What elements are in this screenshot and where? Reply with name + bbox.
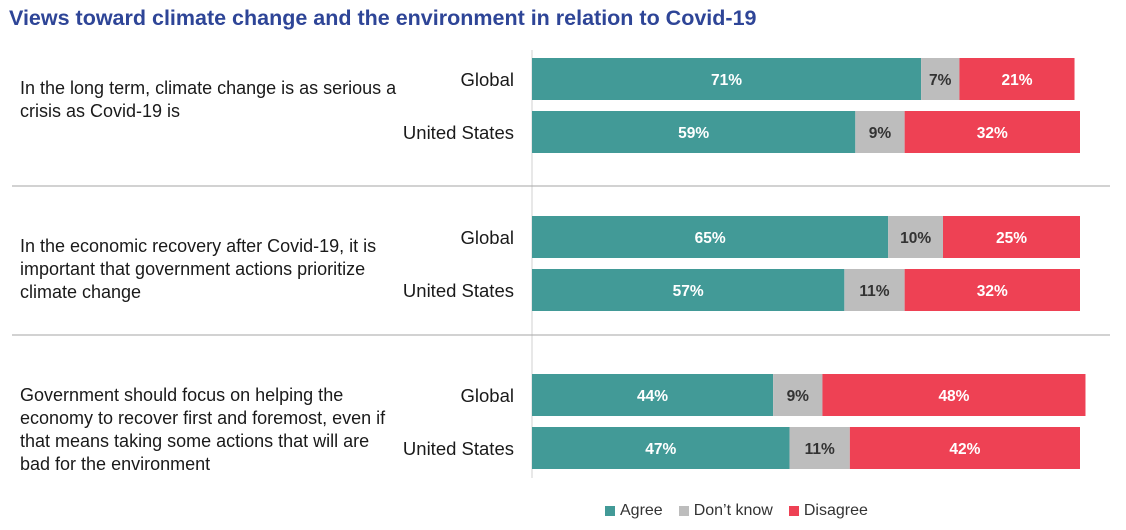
bar-segment-agree — [532, 216, 889, 258]
legend-label-agree: Agree — [620, 502, 663, 519]
bar-segment-dont-know — [773, 374, 823, 416]
stacked-bar-chart: Global 71% 7% 21% United States 59% 9% 32% Globa… — [12, 50, 1110, 478]
legend-item-agree: Agree — [605, 502, 663, 520]
question-2-text: In the economic recovery after Covid-19,… — [20, 236, 377, 302]
data-label-agree: 65% — [695, 230, 726, 247]
data-label-agree: 47% — [645, 441, 676, 458]
data-label-disagree: 42% — [949, 441, 980, 458]
data-label-agree: 44% — [637, 388, 668, 405]
bar-segment-dont-know — [921, 58, 960, 100]
row-label: Global — [461, 69, 514, 90]
chart-legend: Agree Don’t know Disagree — [605, 502, 868, 520]
data-label-disagree: 48% — [938, 388, 969, 405]
data-label-disagree: 32% — [977, 125, 1008, 142]
bar-segment-disagree — [904, 269, 1080, 311]
bar-segment-disagree — [943, 216, 1080, 258]
bar-segment-agree — [532, 269, 845, 311]
bar-segment-agree — [532, 374, 774, 416]
data-label-dont-know: 11% — [805, 441, 835, 458]
data-label-disagree: 25% — [996, 230, 1027, 247]
bar-segment-disagree — [849, 427, 1080, 469]
row-label: United States — [403, 122, 514, 143]
data-label-dont-know: 9% — [787, 388, 810, 405]
row-label: Global — [461, 385, 514, 406]
bar-segment-disagree — [959, 58, 1075, 100]
row-label: United States — [403, 438, 514, 459]
row-label: Global — [461, 227, 514, 248]
legend-swatch-agree — [605, 506, 615, 516]
bar-segment-agree — [532, 111, 856, 153]
data-label-dont-know: 9% — [869, 125, 892, 142]
legend-label-disagree: Disagree — [803, 502, 868, 519]
row-label: United States — [403, 280, 514, 301]
question-1-text: In the long term, climate change is as s… — [20, 78, 397, 121]
data-label-dont-know: 7% — [929, 72, 952, 89]
chart-title: Views toward climate change and the envi… — [9, 6, 757, 30]
legend-swatch-disagree — [788, 506, 799, 516]
bar-segment-disagree — [904, 111, 1080, 153]
bar-segment-dont-know — [855, 111, 905, 153]
legend-swatch-dont-know — [678, 506, 689, 516]
data-label-disagree: 32% — [977, 283, 1008, 300]
legend-item-dont-know: Don’t know — [678, 502, 773, 520]
data-label-agree: 57% — [673, 283, 704, 300]
bar-segment-agree — [532, 427, 790, 469]
data-label-dont-know: 11% — [859, 283, 889, 300]
bar-segment-agree — [532, 58, 922, 100]
data-label-agree: 59% — [678, 125, 709, 142]
question-3-text: Government should focus on helping the e… — [20, 385, 386, 474]
bar-segment-dont-know — [789, 427, 850, 469]
data-label-agree: 71% — [711, 72, 742, 89]
legend-item-disagree: Disagree — [788, 502, 868, 520]
bar-segment-disagree — [822, 374, 1086, 416]
data-label-dont-know: 10% — [900, 230, 931, 247]
bar-segment-dont-know — [888, 216, 943, 258]
data-label-disagree: 21% — [1001, 72, 1032, 89]
legend-label-dont-know: Don’t know — [693, 502, 773, 519]
bar-segment-dont-know — [844, 269, 905, 311]
